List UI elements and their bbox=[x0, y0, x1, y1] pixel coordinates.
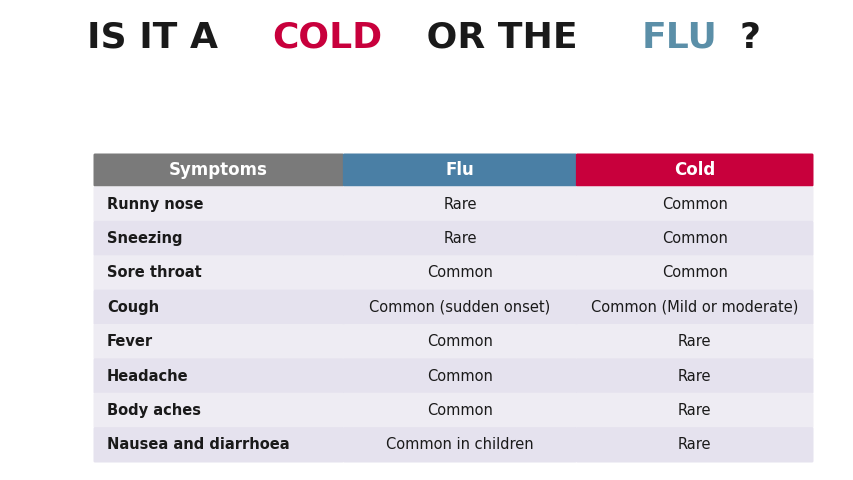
Text: Nausea and diarrhoea: Nausea and diarrhoea bbox=[107, 437, 289, 452]
FancyBboxPatch shape bbox=[93, 289, 344, 325]
Text: OR THE: OR THE bbox=[414, 21, 590, 55]
Text: Rare: Rare bbox=[677, 403, 711, 418]
Text: Rare: Rare bbox=[677, 369, 711, 384]
Text: Rare: Rare bbox=[677, 437, 711, 452]
Text: Sore throat: Sore throat bbox=[107, 265, 201, 280]
Text: Sneezing: Sneezing bbox=[107, 231, 183, 246]
FancyBboxPatch shape bbox=[93, 221, 344, 256]
FancyBboxPatch shape bbox=[93, 154, 344, 187]
FancyBboxPatch shape bbox=[575, 221, 813, 256]
Text: Headache: Headache bbox=[107, 369, 189, 384]
Text: Common: Common bbox=[661, 231, 727, 246]
Text: Common in children: Common in children bbox=[386, 437, 533, 452]
FancyBboxPatch shape bbox=[575, 255, 813, 290]
Text: Cold: Cold bbox=[673, 161, 715, 179]
FancyBboxPatch shape bbox=[575, 359, 813, 394]
Text: Cough: Cough bbox=[107, 300, 159, 315]
FancyBboxPatch shape bbox=[342, 187, 577, 222]
Text: Common: Common bbox=[661, 197, 727, 212]
Text: Common: Common bbox=[426, 334, 492, 349]
Text: Runny nose: Runny nose bbox=[107, 197, 203, 212]
Text: Common (Mild or moderate): Common (Mild or moderate) bbox=[590, 300, 798, 315]
FancyBboxPatch shape bbox=[342, 221, 577, 256]
Text: Flu: Flu bbox=[445, 161, 473, 179]
FancyBboxPatch shape bbox=[342, 289, 577, 325]
FancyBboxPatch shape bbox=[93, 393, 344, 428]
FancyBboxPatch shape bbox=[575, 427, 813, 463]
FancyBboxPatch shape bbox=[342, 393, 577, 428]
FancyBboxPatch shape bbox=[342, 324, 577, 360]
FancyBboxPatch shape bbox=[93, 255, 344, 290]
Text: Rare: Rare bbox=[443, 231, 476, 246]
Text: Fever: Fever bbox=[107, 334, 153, 349]
Text: Rare: Rare bbox=[443, 197, 476, 212]
FancyBboxPatch shape bbox=[93, 187, 344, 222]
FancyBboxPatch shape bbox=[575, 324, 813, 360]
Text: Common: Common bbox=[426, 403, 492, 418]
Text: Common: Common bbox=[426, 369, 492, 384]
Text: Common (sudden onset): Common (sudden onset) bbox=[368, 300, 550, 315]
Text: FLU: FLU bbox=[641, 21, 717, 55]
FancyBboxPatch shape bbox=[342, 359, 577, 394]
Text: Common: Common bbox=[426, 265, 492, 280]
FancyBboxPatch shape bbox=[575, 289, 813, 325]
FancyBboxPatch shape bbox=[93, 427, 344, 463]
Text: Common: Common bbox=[661, 265, 727, 280]
Text: COLD: COLD bbox=[272, 21, 382, 55]
FancyBboxPatch shape bbox=[342, 427, 577, 463]
FancyBboxPatch shape bbox=[93, 359, 344, 394]
FancyBboxPatch shape bbox=[575, 393, 813, 428]
FancyBboxPatch shape bbox=[93, 324, 344, 360]
FancyBboxPatch shape bbox=[342, 255, 577, 290]
Text: Symptoms: Symptoms bbox=[169, 161, 268, 179]
Text: Body aches: Body aches bbox=[107, 403, 200, 418]
FancyBboxPatch shape bbox=[342, 154, 577, 187]
FancyBboxPatch shape bbox=[575, 187, 813, 222]
FancyBboxPatch shape bbox=[575, 154, 813, 187]
Text: Rare: Rare bbox=[677, 334, 711, 349]
Text: IS IT A: IS IT A bbox=[87, 21, 230, 55]
Text: ?: ? bbox=[739, 21, 760, 55]
